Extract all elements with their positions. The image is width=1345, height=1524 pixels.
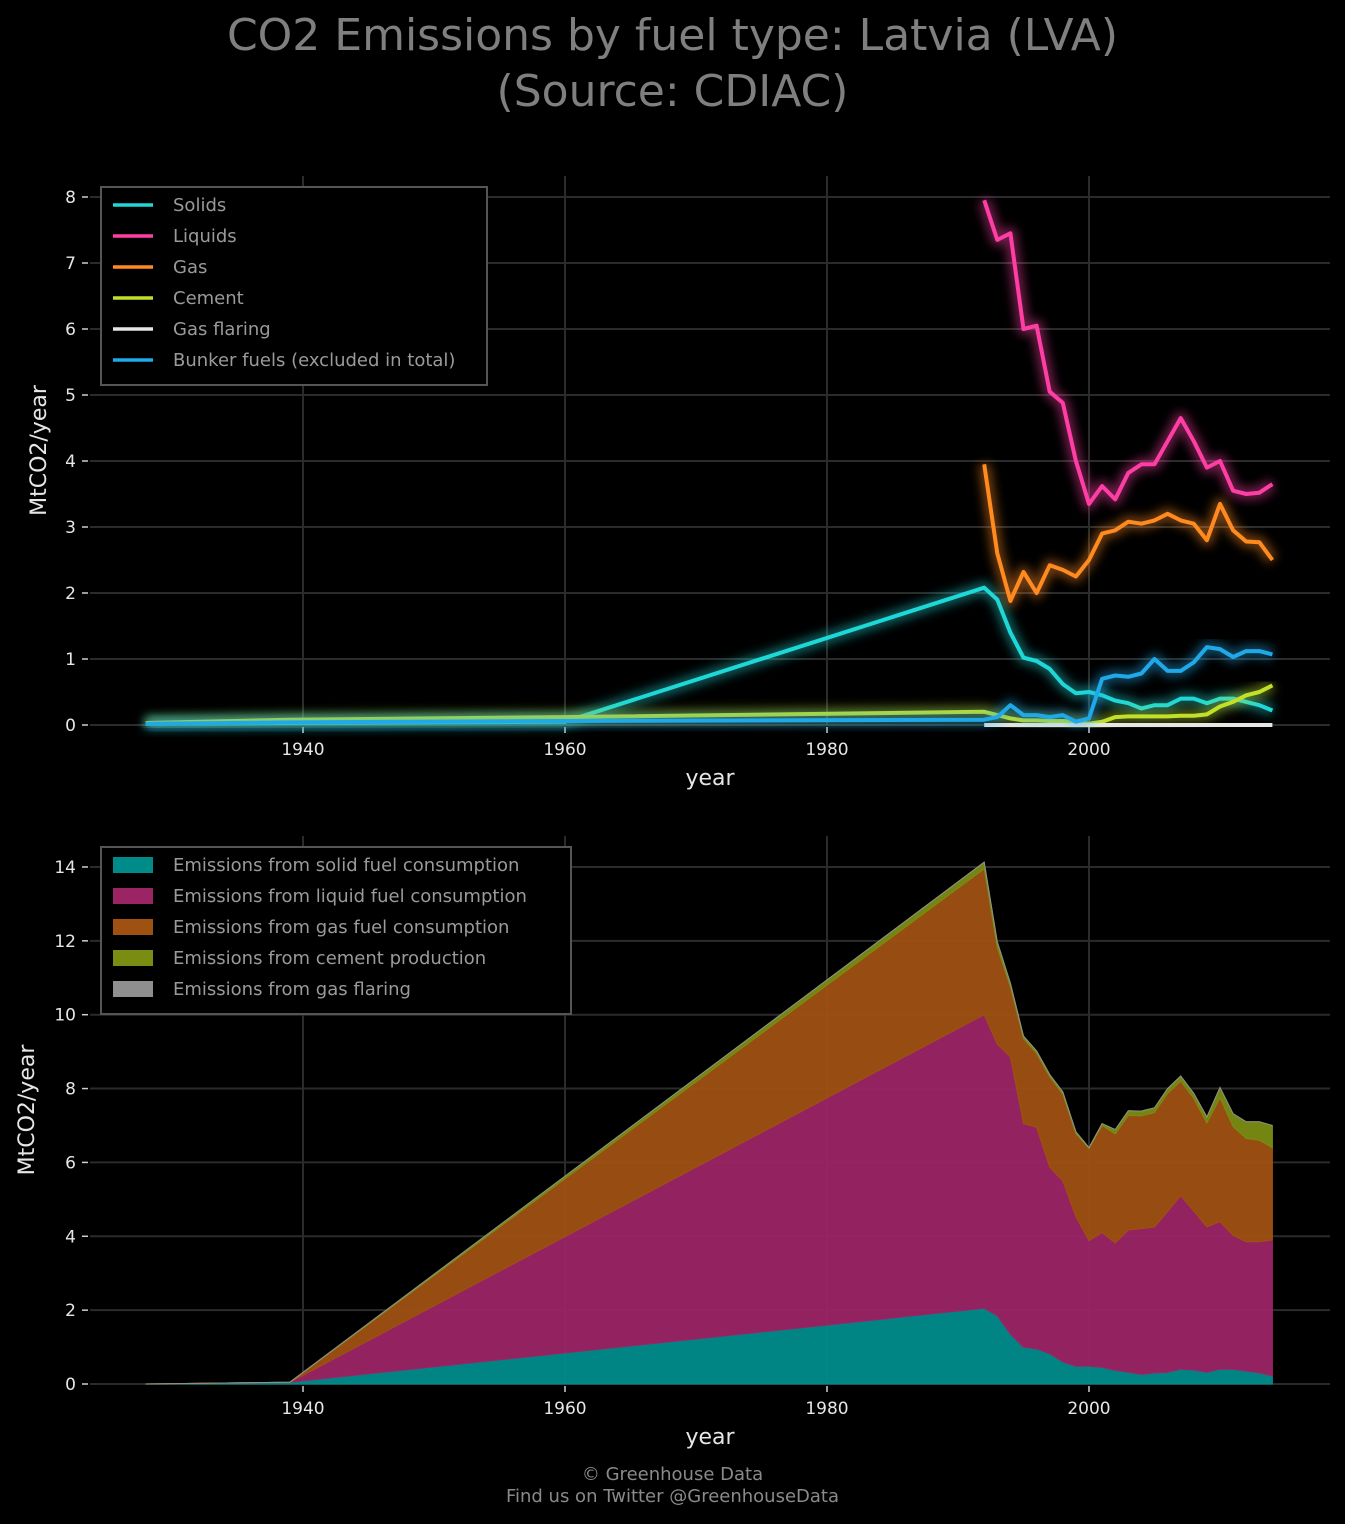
x-axis-label: year — [685, 766, 735, 791]
page-title: CO2 Emissions by fuel type: Latvia (LVA)… — [0, 8, 1345, 120]
x-tick-label: 2000 — [1067, 1399, 1110, 1419]
legend-label: Liquids — [173, 226, 237, 247]
x-tick-label: 2000 — [1067, 740, 1110, 760]
x-tick-label: 1960 — [543, 740, 586, 760]
y-tick-label: 8 — [65, 188, 76, 208]
legend-label: Bunker fuels (excluded in total) — [173, 350, 455, 371]
legend-label: Gas flaring — [173, 319, 271, 340]
x-tick-label: 1940 — [281, 1399, 324, 1419]
y-tick-label: 4 — [65, 1227, 76, 1247]
title-line-2: (Source: CDIAC) — [496, 66, 849, 117]
x-tick-label: 1940 — [281, 740, 324, 760]
y-tick-label: 4 — [65, 452, 76, 472]
y-tick-label: 14 — [54, 858, 76, 878]
legend-label: Gas — [173, 257, 207, 278]
legend-label: Emissions from cement production — [173, 948, 486, 969]
series-glow — [978, 198, 1276, 510]
footer-copyright: © Greenhouse Data — [581, 1464, 764, 1485]
x-tick-label: 1980 — [805, 740, 848, 760]
y-tick-label: 2 — [65, 584, 76, 604]
y-tick-label: 0 — [65, 716, 76, 736]
legend-label: Solids — [173, 195, 226, 216]
y-tick-label: 6 — [65, 1153, 76, 1173]
series-line — [982, 199, 1274, 506]
legend-swatch — [113, 919, 153, 935]
y-tick-label: 5 — [65, 386, 76, 406]
legend-swatch — [113, 857, 153, 873]
legend-label: Emissions from gas fuel consumption — [173, 917, 509, 938]
x-tick-label: 1980 — [805, 1399, 848, 1419]
series-line — [145, 645, 1273, 726]
footer: © Greenhouse Data Find us on Twitter @Gr… — [0, 1464, 1345, 1508]
legend-swatch — [113, 888, 153, 904]
stacked-area-chart-panel: 0 2 4 6 8 10 12 14 1940 1960 1980 2000 year MtCO2/yea… — [15, 836, 1330, 1450]
y-tick-label: 6 — [65, 320, 76, 340]
legend-label: Emissions from liquid fuel consumption — [173, 886, 527, 907]
legend-swatch — [113, 950, 153, 966]
y-tick-label: 0 — [65, 1375, 76, 1395]
x-tick-label: 1960 — [543, 1399, 586, 1419]
legend-label: Emissions from gas flaring — [173, 979, 411, 1000]
footer-twitter: Find us on Twitter @GreenhouseData — [505, 1486, 840, 1507]
y-tick-label: 12 — [54, 932, 76, 952]
y-tick-label: 10 — [54, 1006, 76, 1026]
y-axis-label: MtCO2/year — [15, 1044, 40, 1176]
title-line-1: CO2 Emissions by fuel type: Latvia (LVA) — [226, 10, 1119, 61]
series-line — [982, 464, 1275, 603]
y-tick-label: 7 — [65, 254, 76, 274]
y-tick-label: 3 — [65, 518, 76, 538]
legend-label: Emissions from solid fuel consumption — [173, 855, 519, 876]
legend-swatch — [113, 981, 153, 997]
series-line — [145, 585, 1274, 726]
area-series — [145, 861, 1273, 1385]
x-axis-label: year — [685, 1425, 735, 1450]
series-glow — [145, 581, 1275, 730]
y-tick-label: 8 — [65, 1080, 76, 1100]
legend-label: Cement — [173, 288, 244, 309]
y-tick-label: 1 — [65, 650, 76, 670]
y-axis-label: MtCO2/year — [27, 384, 52, 516]
y-tick-label: 2 — [65, 1301, 76, 1321]
legend-box — [100, 846, 572, 1015]
line-chart-panel: 0 1 2 3 4 5 6 7 8 1940 1960 1980 2000 year MtCO2/year S… — [27, 176, 1330, 791]
legend-box — [100, 186, 488, 386]
